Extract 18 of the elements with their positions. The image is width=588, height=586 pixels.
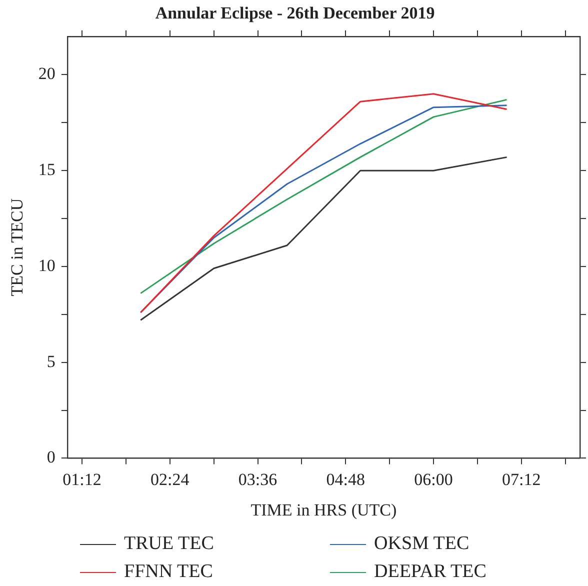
legend-label: DEEPAR TEC [374,561,486,583]
x-tick-label: 04:48 [326,470,366,489]
y-tick-label: 15 [38,160,56,180]
x-tick-label: 06:00 [414,470,453,489]
y-axis-title: TEC in TECU [8,198,27,296]
y-tick-label: 5 [46,352,56,371]
x-tick-label: 03:36 [238,470,278,489]
legend-label: TRUE TEC [124,533,214,555]
x-tick-label: 07:12 [502,470,541,489]
x-tick-label: 01:12 [62,470,102,489]
chart-title: Annular Eclipse - 26th December 2019 [155,4,435,23]
x-axis-title: TIME in HRS (UTC) [250,500,397,520]
y-tick-label: 0 [46,448,56,467]
y-tick-label: 10 [38,256,56,275]
y-tick-label: 20 [38,64,56,84]
legend-label: OKSM TEC [374,533,470,555]
legend-label: FFNN TEC [124,561,213,583]
x-tick-label: 02:24 [150,470,190,489]
